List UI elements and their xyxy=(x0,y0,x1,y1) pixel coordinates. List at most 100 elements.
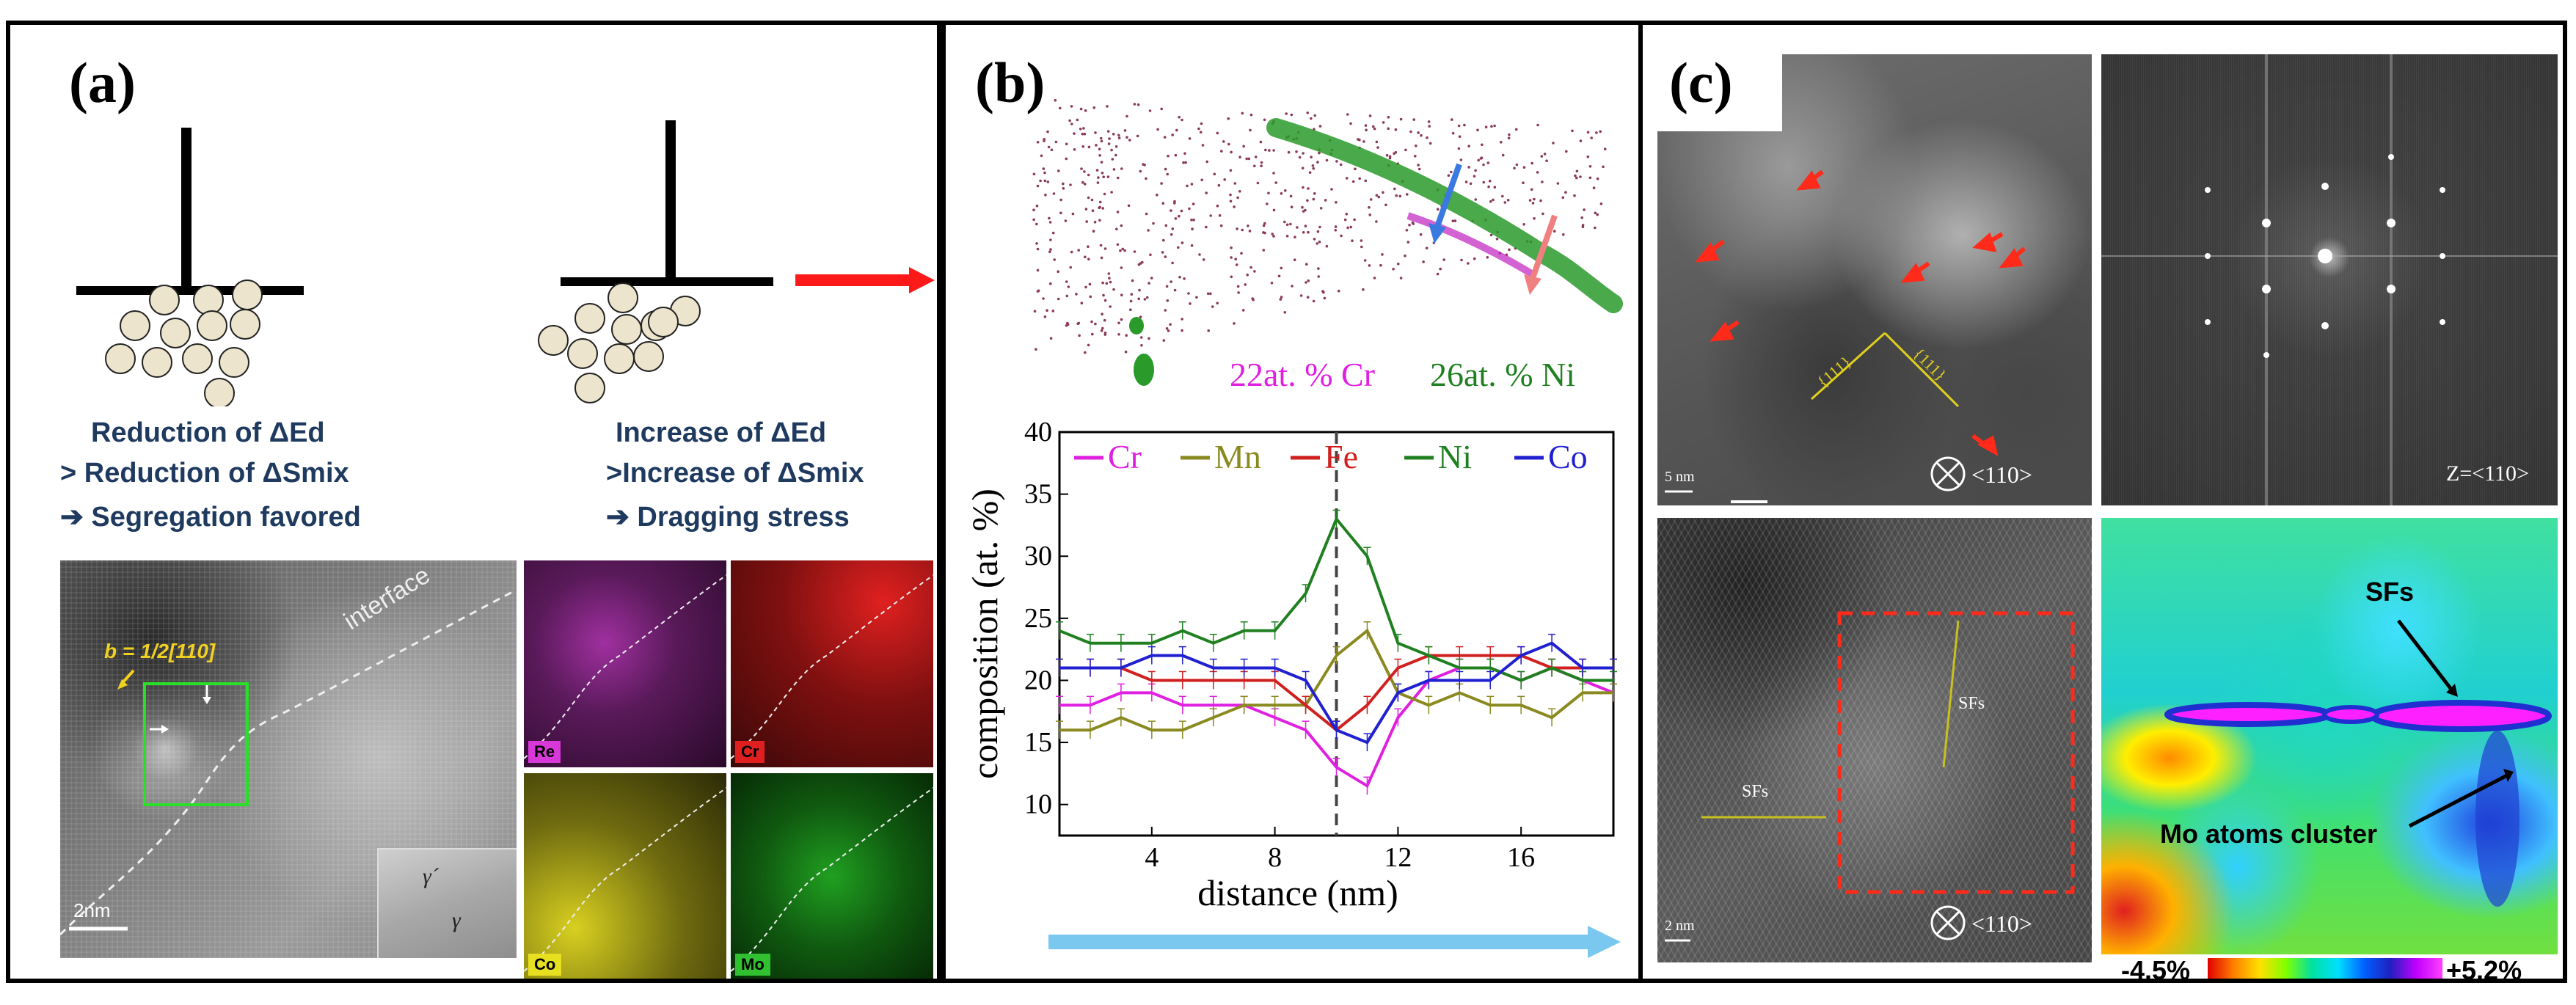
apt-atom-dot xyxy=(1353,218,1356,222)
apt-atom-dot xyxy=(1583,208,1586,211)
apt-atom-dot xyxy=(1553,230,1556,233)
apt-atom-dot xyxy=(1480,156,1484,159)
apt-atom-dot xyxy=(1150,277,1153,279)
apt-atom-dot xyxy=(1375,194,1379,197)
apt-atom-dot xyxy=(1301,167,1305,169)
apt-atom-dot xyxy=(1238,190,1241,193)
apt-atom-dot xyxy=(1274,181,1277,184)
apt-atom-dot xyxy=(1071,212,1075,216)
scale-bottom-label: 2 nm xyxy=(1665,918,1695,934)
apt-atom-dot xyxy=(1076,118,1079,122)
eds-label-mo: Mo xyxy=(735,954,770,976)
apt-atom-dot xyxy=(1136,103,1140,106)
apt-atom-dot xyxy=(1227,142,1230,146)
apt-atom-dot xyxy=(1388,156,1392,160)
apt-atom-dot xyxy=(1439,267,1442,271)
apt-atom-dot xyxy=(1318,125,1322,128)
apt-atom-dot xyxy=(1330,188,1333,191)
apt-atom-dot xyxy=(1171,134,1174,136)
apt-atom-dot xyxy=(1280,266,1283,270)
apt-atom-dot xyxy=(1581,224,1585,227)
apt-atom-dot xyxy=(1289,194,1293,198)
apt-atom-dot xyxy=(1541,212,1544,216)
apt-atom-dot xyxy=(1065,157,1068,161)
apt-atom-dot xyxy=(1103,318,1106,322)
apt-atom-dot xyxy=(1216,204,1219,208)
apt-atom-dot xyxy=(1097,176,1100,179)
fft-spots xyxy=(2101,54,2558,505)
apt-atom-dot xyxy=(1043,179,1047,183)
apt-atom-dot xyxy=(1129,308,1132,312)
apt-atom-dot xyxy=(1599,202,1603,205)
apt-atom-dot xyxy=(1240,252,1243,255)
apt-atom-dot xyxy=(1536,123,1539,127)
apt-atom-dot xyxy=(1436,272,1440,276)
apt-atom-dot xyxy=(1087,245,1090,248)
apt-atom-dot xyxy=(1486,161,1490,164)
apt-atom-dot xyxy=(1594,211,1597,215)
apt-atom-dot xyxy=(1436,208,1440,211)
apt-atom-dot xyxy=(1117,136,1121,139)
apt-atom-dot xyxy=(1385,154,1389,157)
apt-atom-dot xyxy=(1545,159,1548,162)
apt-atom-dot xyxy=(1073,148,1076,151)
apt-atom-dot xyxy=(1260,161,1263,164)
apt-atom-dot xyxy=(1049,248,1052,251)
apt-atom-dot xyxy=(1160,182,1163,185)
apt-atom-dot xyxy=(1206,292,1210,296)
apt-atom-dot xyxy=(1170,209,1172,212)
apt-atom-dot xyxy=(1112,288,1115,291)
apt-atom-dot xyxy=(1316,161,1319,164)
apt-atom-dot xyxy=(1065,142,1068,146)
apt-atom-dot xyxy=(1382,121,1385,124)
apt-atom-dot xyxy=(1216,131,1219,135)
y-tick-label: 30 xyxy=(1024,541,1052,571)
apt-atom-dot xyxy=(1139,262,1142,265)
apt-atom-dot xyxy=(1270,282,1274,285)
apt-atom-dot xyxy=(1092,106,1096,109)
apt-atom-dot xyxy=(1116,176,1120,180)
apt-atom-dot xyxy=(1064,219,1068,222)
apt-atom-dot xyxy=(1317,275,1320,278)
apt-atom-dot xyxy=(1130,293,1134,296)
apt-atom-dot xyxy=(1213,172,1216,176)
apt-atom-dot xyxy=(1334,229,1338,232)
apt-atom-dot xyxy=(1406,193,1409,196)
apt-atom-dot xyxy=(1089,295,1092,299)
apt-atom-dot xyxy=(1103,192,1106,196)
apt-atom-dot xyxy=(1387,127,1390,131)
apt-atom-dot xyxy=(1368,264,1371,267)
apt-atom-dot xyxy=(1192,202,1195,205)
apt-atom-dot xyxy=(1420,134,1423,137)
apt-atom-dot xyxy=(1049,282,1052,285)
apt-atom-dot xyxy=(1307,187,1310,190)
legend-label-co: Co xyxy=(1548,438,1588,475)
apt-atom-dot xyxy=(1313,238,1316,241)
apt-atom-dot xyxy=(1156,193,1159,197)
apt-atom-dot xyxy=(1313,192,1316,195)
apt-atom-dot xyxy=(1442,258,1445,261)
apt-atom-dot xyxy=(1450,170,1453,174)
apt-atom-dot xyxy=(1317,267,1320,270)
apt-atom-dot xyxy=(1369,198,1373,201)
apt-atom-dot xyxy=(1111,158,1114,161)
apt-atom-dot xyxy=(1588,176,1592,180)
apt-atom-dot xyxy=(1053,258,1056,261)
apt-atom-dot xyxy=(1394,150,1398,154)
apt-atom-dot xyxy=(1169,323,1172,326)
apt-atom-dot xyxy=(1285,112,1288,115)
apt-atom-dot xyxy=(1451,118,1453,121)
apt-atom-dot xyxy=(1474,169,1477,172)
apt-atom-dot xyxy=(1306,199,1309,202)
apt-atom-dot xyxy=(1084,109,1087,112)
apt-atom-dot xyxy=(1399,117,1403,121)
apt-atom-dot xyxy=(1603,147,1607,150)
apt-atom-dot xyxy=(1262,249,1266,252)
apt-atom-dot xyxy=(1268,149,1271,152)
apt-atom-dot xyxy=(1364,179,1368,183)
apt-atom-dot xyxy=(1305,281,1307,284)
apt-atom-dot xyxy=(1077,249,1080,252)
apt-atom-dot xyxy=(1280,296,1283,299)
apt-atom-dot xyxy=(1451,131,1455,135)
apt-atom-dot xyxy=(1200,178,1203,182)
